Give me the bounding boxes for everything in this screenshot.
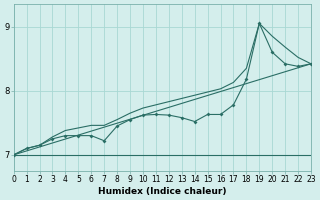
X-axis label: Humidex (Indice chaleur): Humidex (Indice chaleur) xyxy=(98,187,227,196)
